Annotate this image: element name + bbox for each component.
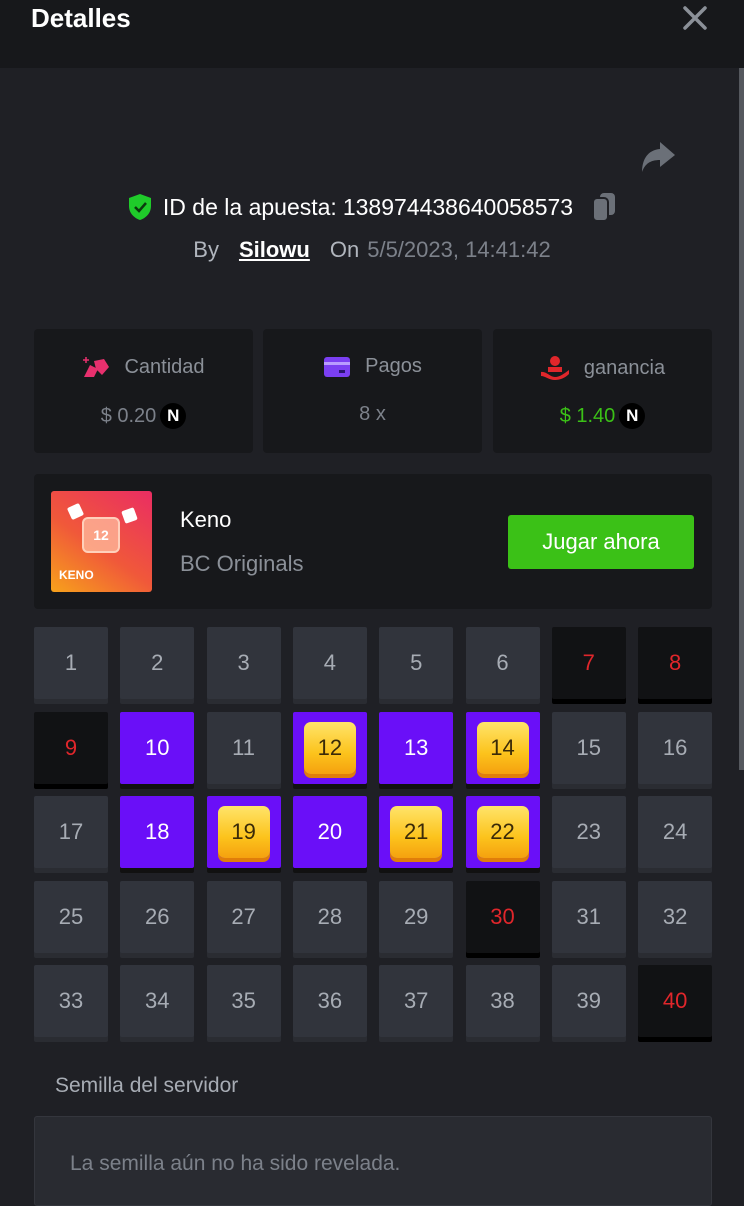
keno-cell-selected: 20 — [292, 796, 367, 869]
close-icon[interactable] — [682, 5, 708, 31]
keno-cell-selected: 13 — [379, 711, 454, 784]
gem-icon: 12 — [303, 721, 356, 774]
gem-icon: 22 — [476, 806, 529, 859]
shield-check-icon — [128, 194, 151, 220]
keno-cell-drawn: 40 — [638, 965, 713, 1038]
keno-cell-hit: 22 — [465, 796, 540, 869]
keno-cell-selected: 18 — [120, 796, 195, 869]
keno-cell-hit: 14 — [465, 711, 540, 784]
keno-cell: 28 — [292, 880, 367, 953]
stat-value: $ 0.20 — [100, 404, 157, 427]
bet-amount-icon — [83, 357, 110, 377]
keno-cell: 32 — [638, 880, 713, 953]
keno-cell-selected: 10 — [120, 711, 195, 784]
keno-cell: 23 — [551, 796, 626, 869]
keno-cell: 36 — [292, 965, 367, 1038]
stat-label: ganancia — [583, 356, 666, 379]
keno-cell: 16 — [638, 711, 713, 784]
bet-meta: By Silowu On 5/5/2023, 14:41:42 — [0, 237, 744, 263]
gem-icon: 14 — [476, 721, 529, 774]
keno-cell: 31 — [551, 880, 626, 953]
keno-cell: 2 — [120, 627, 195, 699]
payout-card-icon — [324, 356, 351, 377]
bet-id-label: ID de la apuesta: — [162, 193, 337, 220]
bet-id: 138974438640058573 — [342, 193, 574, 220]
stat-value: $ 1.40 — [559, 404, 616, 427]
user-link[interactable]: Silowu — [238, 237, 310, 262]
keno-cell: 29 — [379, 880, 454, 953]
keno-cell-drawn: 7 — [551, 627, 626, 699]
keno-cell: 26 — [120, 880, 195, 953]
keno-cell-hit: 12 — [292, 711, 367, 784]
by-label: By — [193, 237, 219, 262]
game-provider: BC Originals — [180, 551, 304, 576]
keno-cell: 39 — [551, 965, 626, 1038]
keno-cell-drawn: 30 — [465, 880, 540, 953]
keno-cell: 3 — [206, 627, 281, 699]
copy-icon[interactable] — [591, 192, 617, 222]
page-title: Detalles — [31, 3, 131, 33]
keno-cell: 4 — [292, 627, 367, 699]
keno-cell: 6 — [465, 627, 540, 699]
coin-icon: N — [619, 403, 646, 429]
keno-cell: 35 — [206, 965, 281, 1038]
keno-cell: 1 — [34, 627, 108, 699]
keno-cell: 24 — [638, 796, 713, 869]
stat-payout: Pagos 8 x — [263, 329, 482, 453]
keno-cell: 17 — [34, 796, 108, 869]
on-label: On — [329, 237, 360, 262]
keno-cell: 15 — [551, 711, 626, 784]
keno-cell: 34 — [120, 965, 195, 1038]
keno-thumbnail[interactable]: 12 KENO — [51, 491, 152, 592]
profit-hand-icon — [540, 356, 569, 380]
stat-label: Pagos — [365, 355, 422, 377]
keno-cell: 5 — [379, 627, 454, 699]
stat-profit: ganancia $ 1.40 N — [493, 329, 712, 453]
gem-icon: 21 — [390, 806, 443, 859]
keno-cell-hit: 21 — [379, 796, 454, 869]
server-seed-label: Semilla del servidor — [55, 1074, 239, 1097]
server-seed-value: La semilla aún no ha sido revelada. — [70, 1152, 401, 1175]
play-now-button[interactable]: Jugar ahora — [508, 515, 694, 569]
stat-label: Cantidad — [124, 355, 205, 378]
share-icon[interactable] — [640, 140, 676, 174]
bet-id-line: ID de la apuesta: 138974438640058573 — [0, 192, 744, 222]
keno-cell: 11 — [206, 711, 281, 784]
bet-date: 5/5/2023, 14:41:42 — [367, 237, 551, 262]
scrollbar[interactable] — [739, 68, 744, 770]
thumb-number: 12 — [82, 517, 120, 553]
keno-cell-drawn: 8 — [638, 627, 713, 699]
keno-cell: 25 — [34, 880, 108, 953]
keno-cell-hit: 19 — [206, 796, 281, 869]
keno-cell-drawn: 9 — [34, 711, 108, 784]
server-seed-field[interactable]: La semilla aún no ha sido revelada. — [34, 1116, 712, 1206]
game-card: 12 KENO Keno BC Originals Jugar ahora — [34, 474, 712, 609]
keno-cell: 33 — [34, 965, 108, 1038]
game-name[interactable]: Keno — [180, 507, 232, 532]
header: Detalles — [0, 0, 744, 68]
coin-icon: N — [160, 403, 187, 429]
stat-amount: Cantidad $ 0.20 N — [34, 329, 253, 453]
thumb-text: KENO — [59, 568, 94, 582]
stat-value: 8 x — [359, 403, 386, 425]
keno-cell: 37 — [379, 965, 454, 1038]
gem-icon: 19 — [217, 806, 270, 859]
keno-cell: 27 — [206, 880, 281, 953]
keno-cell: 38 — [465, 965, 540, 1038]
